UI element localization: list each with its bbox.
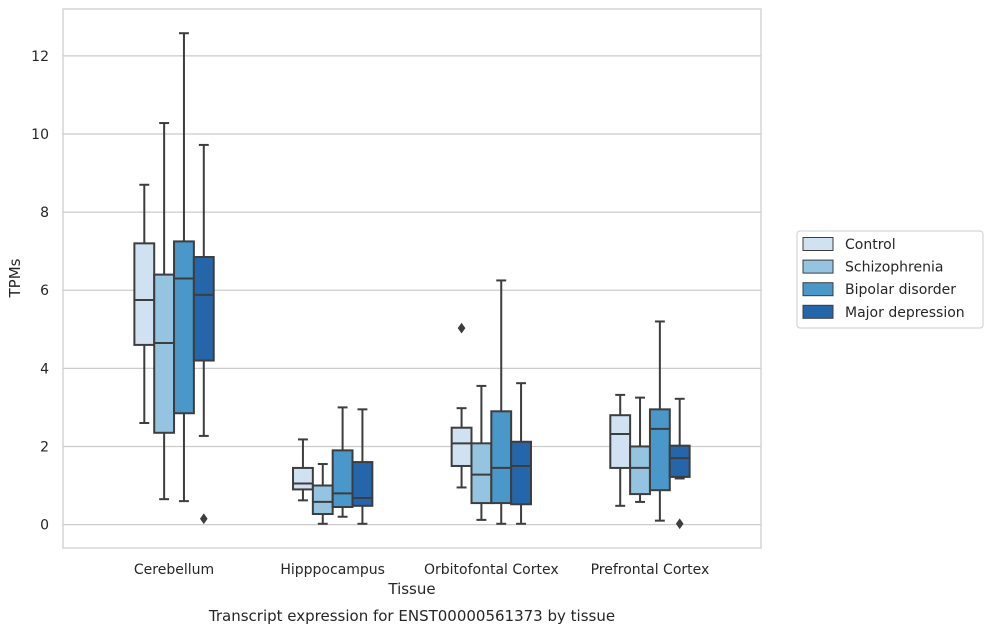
- legend-label: Bipolar disorder: [845, 282, 956, 298]
- box-0-0: [133, 183, 156, 425]
- legend-label: Schizophrenia: [845, 260, 943, 276]
- legend: Control Schizophrenia Bipolar disorder Majo…: [796, 230, 984, 329]
- y-tick-label: 12: [31, 49, 49, 65]
- box-iqr: [192, 256, 215, 362]
- y-axis-label: TPMs: [6, 258, 24, 298]
- box-2-1: [470, 384, 493, 521]
- outlier-point: [199, 513, 208, 525]
- legend-swatch: [802, 282, 834, 297]
- y-tick-label: 2: [40, 439, 49, 455]
- y-tick-labels: 0 2 4 6 8 10 12: [31, 49, 49, 534]
- y-tick-label: 0: [40, 518, 49, 534]
- box-2-0: [450, 322, 473, 489]
- y-tick-label: 4: [40, 361, 49, 377]
- box-0-1: [153, 122, 176, 501]
- box-3-0: [609, 393, 632, 507]
- box-3-1: [629, 396, 651, 503]
- outlier-point: [457, 322, 466, 334]
- box-1-1: [311, 463, 334, 525]
- legend-label: Control: [845, 237, 896, 253]
- box-iqr: [490, 410, 513, 505]
- box-2-2: [490, 279, 513, 525]
- box-iqr: [609, 414, 632, 469]
- plot-frame: [62, 8, 762, 549]
- box-iqr: [351, 461, 374, 507]
- box-0-2: [173, 32, 195, 503]
- y-tick-label: 6: [40, 283, 49, 299]
- x-tick-label: Hipppocampus: [280, 562, 385, 578]
- box-iqr: [331, 449, 354, 508]
- x-tick-labels: Cerebellum Hipppocampus Orbitofontal Corte…: [134, 562, 709, 578]
- box-3-3: [668, 397, 691, 530]
- x-tick-label: Orbitofontal Cortex: [424, 562, 559, 578]
- box-iqr: [311, 484, 334, 516]
- box-iqr: [629, 445, 651, 496]
- box-iqr: [173, 240, 195, 415]
- box-iqr: [292, 466, 314, 491]
- x-axis-label: Tissue: [387, 580, 435, 598]
- legend-swatch: [802, 237, 834, 251]
- box-group: [133, 32, 691, 530]
- box-iqr: [470, 442, 493, 505]
- chart-caption: Transcript expression for ENST0000056137…: [208, 607, 615, 625]
- box-1-2: [331, 406, 354, 518]
- legend-frame: [796, 230, 984, 329]
- box-1-3: [351, 408, 374, 525]
- box-0-3: [192, 143, 215, 525]
- x-tick-label: Cerebellum: [134, 562, 214, 578]
- y-tick-label: 8: [40, 205, 49, 221]
- outlier-point: [675, 518, 684, 530]
- x-tick-label: Prefrontal Cortex: [591, 562, 710, 578]
- box-2-3: [510, 382, 532, 525]
- box-1-0: [292, 438, 314, 502]
- y-tick-label: 10: [31, 127, 49, 143]
- box-iqr: [153, 273, 176, 434]
- legend-swatch: [802, 304, 834, 319]
- box-iqr: [450, 426, 473, 467]
- legend-label: Major depression: [845, 305, 965, 321]
- box-iqr: [648, 408, 671, 492]
- legend-swatch: [802, 259, 834, 274]
- box-iqr: [668, 444, 691, 478]
- box-iqr: [510, 440, 532, 506]
- box-iqr: [133, 242, 156, 346]
- box-3-2: [648, 320, 671, 522]
